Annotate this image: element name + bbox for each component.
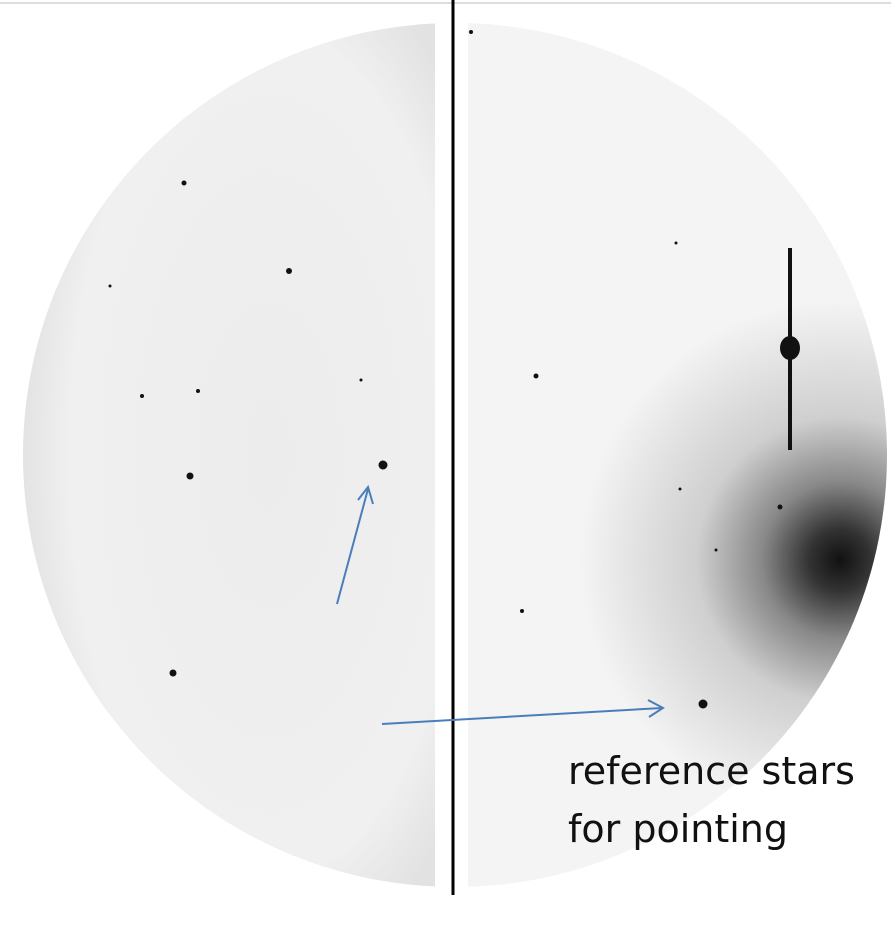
annotation-line: for pointing [568, 800, 855, 858]
left-half [20, 15, 435, 895]
page: reference stars for pointing [0, 0, 891, 937]
annotation: reference stars for pointing [568, 742, 855, 858]
annotation-line: reference stars [568, 742, 855, 800]
bright-star [780, 336, 800, 360]
